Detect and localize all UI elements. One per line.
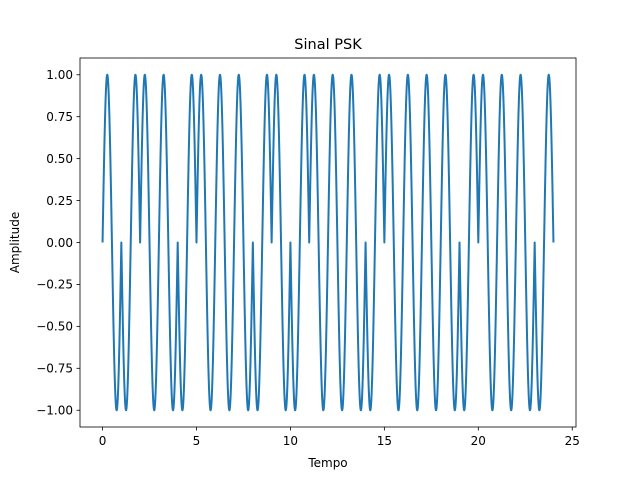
y-tick-label: −1.00 — [36, 404, 73, 418]
y-axis-label: Amplitude — [8, 212, 22, 274]
y-tick-label: 1.00 — [46, 68, 73, 82]
y-tick-label: 0.50 — [46, 152, 73, 166]
y-tick-label: −0.25 — [36, 278, 73, 292]
y-tick-label: 0.00 — [46, 236, 73, 250]
x-tick-label: 5 — [193, 434, 201, 448]
x-tick-label: 20 — [471, 434, 486, 448]
y-tick-label: −0.50 — [36, 320, 73, 334]
y-tick-label: 0.25 — [46, 194, 73, 208]
chart-title: Sinal PSK — [294, 37, 362, 53]
x-tick-label: 15 — [377, 434, 392, 448]
y-tick-label: 0.75 — [46, 110, 73, 124]
x-axis-label: Tempo — [307, 456, 347, 470]
x-tick-label: 0 — [99, 434, 107, 448]
x-tick-label: 25 — [565, 434, 580, 448]
y-axis: −1.00 −0.75 −0.50 −0.25 0.00 0.25 0.50 0.75 1.00 — [36, 68, 80, 418]
x-tick-label: 10 — [283, 434, 298, 448]
x-axis: 0 5 10 15 20 25 — [99, 427, 580, 448]
psk-signal-line — [101, 73, 555, 412]
y-tick-label: −0.75 — [36, 362, 73, 376]
